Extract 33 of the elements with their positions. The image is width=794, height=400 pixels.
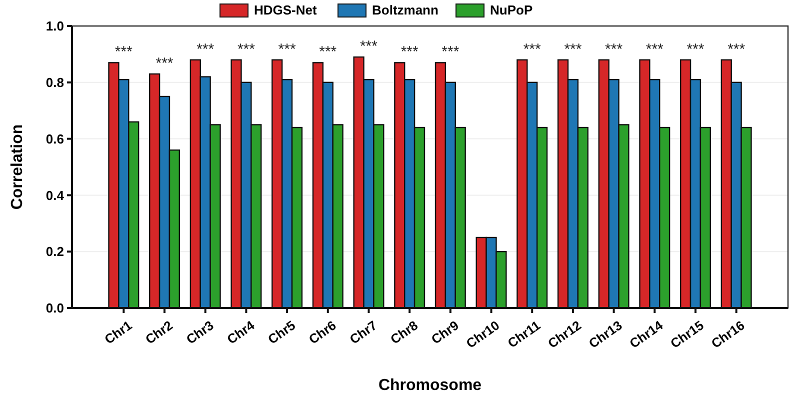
annotation: *** — [605, 40, 623, 58]
x-tick-label: Chr4 — [224, 317, 258, 347]
annotation: *** — [646, 40, 664, 58]
y-axis-title: Correlation — [9, 124, 26, 210]
x-tick-label: Chr3 — [183, 318, 216, 347]
legend-label: Boltzmann — [372, 2, 438, 18]
annotation: *** — [156, 54, 174, 72]
x-tick-label: Chr6 — [306, 318, 339, 347]
annotation: *** — [442, 44, 460, 61]
y-tick-label: 0.6 — [46, 131, 64, 146]
y-tick-label: 1.0 — [46, 18, 64, 34]
annotation: *** — [237, 40, 256, 58]
x-tick-label: Chr1 — [102, 318, 135, 347]
x-tick-label: Chr2 — [142, 318, 176, 347]
annotation: *** — [360, 38, 378, 56]
annotation: *** — [400, 44, 418, 61]
annotation: *** — [523, 40, 542, 58]
y-tick-label: 0.4 — [46, 188, 65, 203]
annotation: *** — [196, 40, 214, 58]
y-tick-label: 0.0 — [46, 300, 64, 316]
annotation: *** — [728, 40, 746, 58]
annotation: *** — [278, 40, 296, 58]
y-tick-label: 0.2 — [46, 244, 64, 260]
legend-label: NuPoP — [490, 2, 533, 18]
x-tick-label: Chr9 — [428, 318, 462, 347]
annotation: *** — [114, 44, 133, 61]
y-tick-label: 0.8 — [46, 74, 64, 90]
annotation: *** — [564, 40, 582, 58]
x-axis-title: Chromosome — [378, 377, 482, 394]
annotation: *** — [686, 40, 704, 58]
legend-label: HDGS-Net — [254, 2, 318, 18]
x-tick-label: Chr8 — [388, 318, 421, 347]
annotation: *** — [319, 44, 337, 61]
